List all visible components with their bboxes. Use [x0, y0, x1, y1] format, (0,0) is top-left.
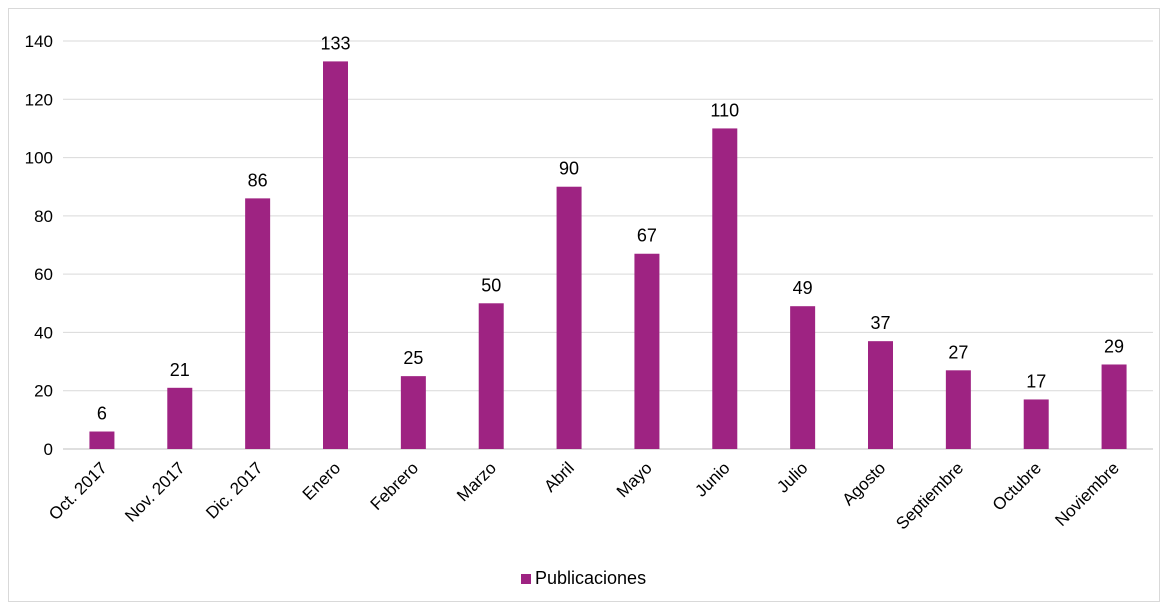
x-tick-label: Nov. 2017 [121, 458, 188, 525]
bar [400, 376, 426, 449]
data-label: 90 [559, 159, 579, 179]
data-label: 6 [97, 404, 107, 424]
x-tick-label: Noviembre [1051, 458, 1123, 530]
bar [634, 253, 660, 449]
bar [245, 198, 271, 449]
y-tick-label: 80 [34, 207, 53, 226]
bar [478, 303, 504, 449]
data-label: 17 [1026, 371, 1046, 391]
y-tick-label: 140 [25, 32, 53, 51]
bar [712, 128, 738, 449]
legend-label-publicaciones: Publicaciones [535, 568, 646, 588]
x-tick-label: Agosto [838, 458, 889, 509]
bar-chart: 0 20 40 60 80 100 120 140 6 21 86 133 25 50 90 67 110 49… [25, 32, 1153, 588]
x-tick-label: Dic. 2017 [202, 458, 266, 522]
data-label: 110 [710, 100, 739, 120]
x-tick-label: Enero [299, 458, 345, 504]
bar [945, 370, 971, 449]
y-tick-label: 40 [34, 323, 53, 342]
data-label: 25 [403, 348, 423, 368]
y-tick-label: 60 [34, 265, 53, 284]
data-label: 49 [793, 278, 813, 298]
bars [89, 61, 1127, 450]
chart-frame: 0 20 40 60 80 100 120 140 6 21 86 133 25 50 90 67 110 49… [8, 8, 1160, 602]
x-tick-label: Septiembre [892, 458, 967, 533]
data-label: 50 [481, 275, 501, 295]
gridlines [63, 40, 1153, 450]
y-axis-ticks: 0 20 40 60 80 100 120 140 [25, 32, 53, 459]
x-axis-ticks: Oct. 2017 Nov. 2017 Dic. 2017 Enero Febrero M… [45, 458, 1123, 533]
bar [167, 387, 193, 449]
data-labels: 6 21 86 133 25 50 90 67 110 49 37 27 17 29 [97, 33, 1124, 423]
data-label: 29 [1104, 336, 1124, 356]
y-tick-label: 120 [25, 90, 53, 109]
bar [323, 61, 348, 450]
x-tick-label: Oct. 2017 [45, 458, 111, 524]
data-label: 21 [170, 360, 190, 380]
y-tick-label: 20 [34, 382, 53, 401]
x-tick-label: Abril [540, 458, 577, 495]
bar [868, 341, 893, 449]
data-label: 133 [320, 33, 350, 53]
bar [89, 431, 115, 449]
y-tick-label: 0 [44, 440, 53, 459]
x-tick-label: Octubre [989, 458, 1045, 514]
x-tick-label: Marzo [453, 458, 500, 505]
bar [1101, 364, 1127, 449]
x-tick-label: Febrero [367, 458, 423, 514]
data-label: 37 [870, 313, 890, 333]
x-tick-label: Julio [773, 458, 811, 496]
y-tick-label: 100 [25, 149, 53, 168]
x-tick-label: Junio [691, 458, 733, 500]
legend-swatch-publicaciones [521, 574, 531, 584]
legend: Publicaciones [521, 568, 646, 588]
data-label: 27 [948, 342, 968, 362]
data-label: 86 [248, 170, 268, 190]
bar [556, 186, 582, 449]
bar [1023, 399, 1049, 449]
x-tick-label: Mayo [613, 458, 656, 501]
bar [790, 306, 816, 449]
data-label: 67 [637, 226, 657, 246]
